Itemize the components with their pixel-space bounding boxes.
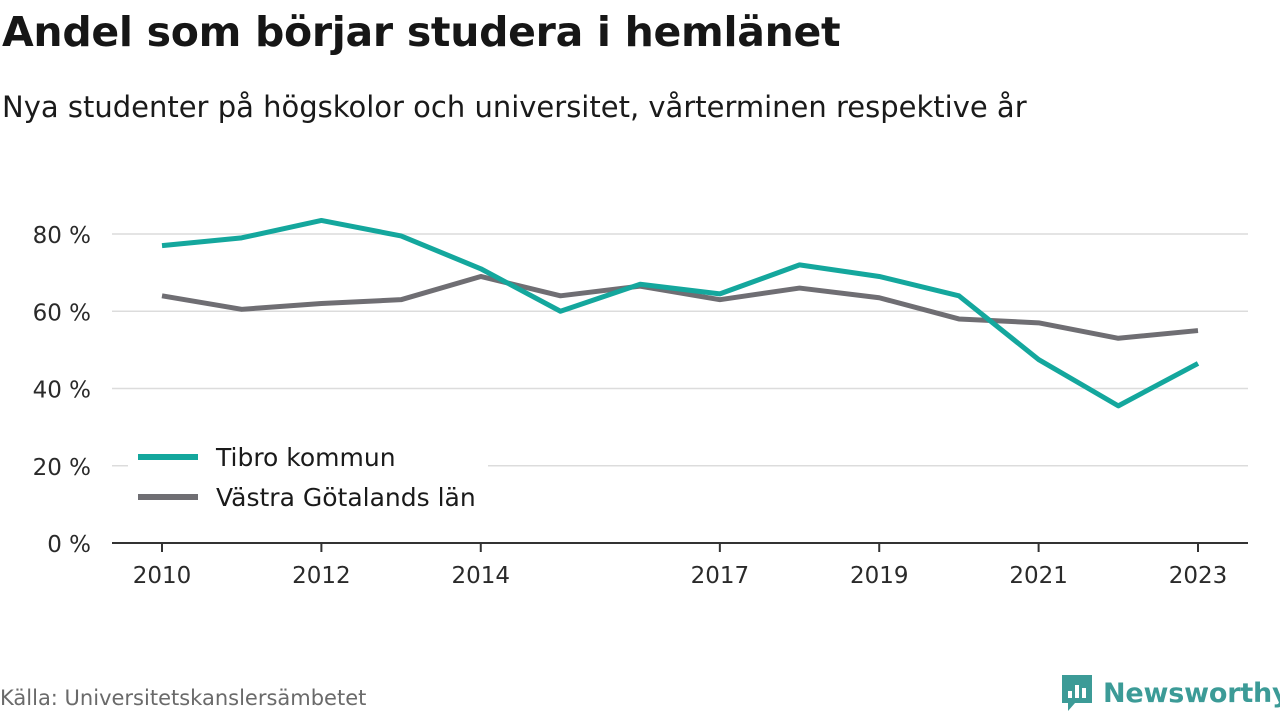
x-tick-label: 2012: [292, 563, 351, 589]
x-tick-label: 2021: [1009, 563, 1068, 589]
y-tick-label: 60 %: [33, 300, 91, 326]
series-line-2: [161, 273, 1199, 341]
series-lines: [161, 217, 1200, 409]
y-axis-tick-labels: 0 % 20 % 40 % 60 % 80 %: [33, 223, 91, 558]
legend-label: Tibro kommun: [215, 443, 396, 472]
x-axis: 2010 2012 2014 2017 2019 2021 2023: [112, 542, 1248, 589]
newsworthy-logo: Newsworthy: [1059, 672, 1280, 714]
y-tick-label: 0 %: [47, 532, 91, 558]
series-line-1: [161, 217, 1200, 409]
chart-title: Andel som börjar studera i hemlänet: [2, 8, 841, 56]
x-tick-label: 2010: [133, 563, 192, 589]
x-tick-label: 2017: [691, 563, 750, 589]
y-tick-label: 20 %: [33, 455, 91, 481]
legend-label: Västra Götalands län: [216, 483, 476, 512]
newsworthy-logo-text: Newsworthy: [1103, 677, 1280, 709]
x-tick-label: 2023: [1169, 563, 1228, 589]
source-note: Källa: Universitetskanslersämbetet: [0, 686, 367, 710]
chart-subtitle: Nya studenter på högskolor och universit…: [2, 90, 1027, 124]
legend-background: [128, 436, 488, 524]
y-tick-label: 80 %: [33, 223, 91, 249]
y-tick-label: 40 %: [33, 378, 91, 404]
x-tick-label: 2019: [850, 563, 909, 589]
gridlines: [112, 233, 1248, 467]
x-tick-label: 2014: [451, 563, 510, 589]
newsworthy-logo-icon: [1062, 675, 1092, 711]
legend: Tibro kommun Västra Götalands län: [128, 436, 488, 524]
